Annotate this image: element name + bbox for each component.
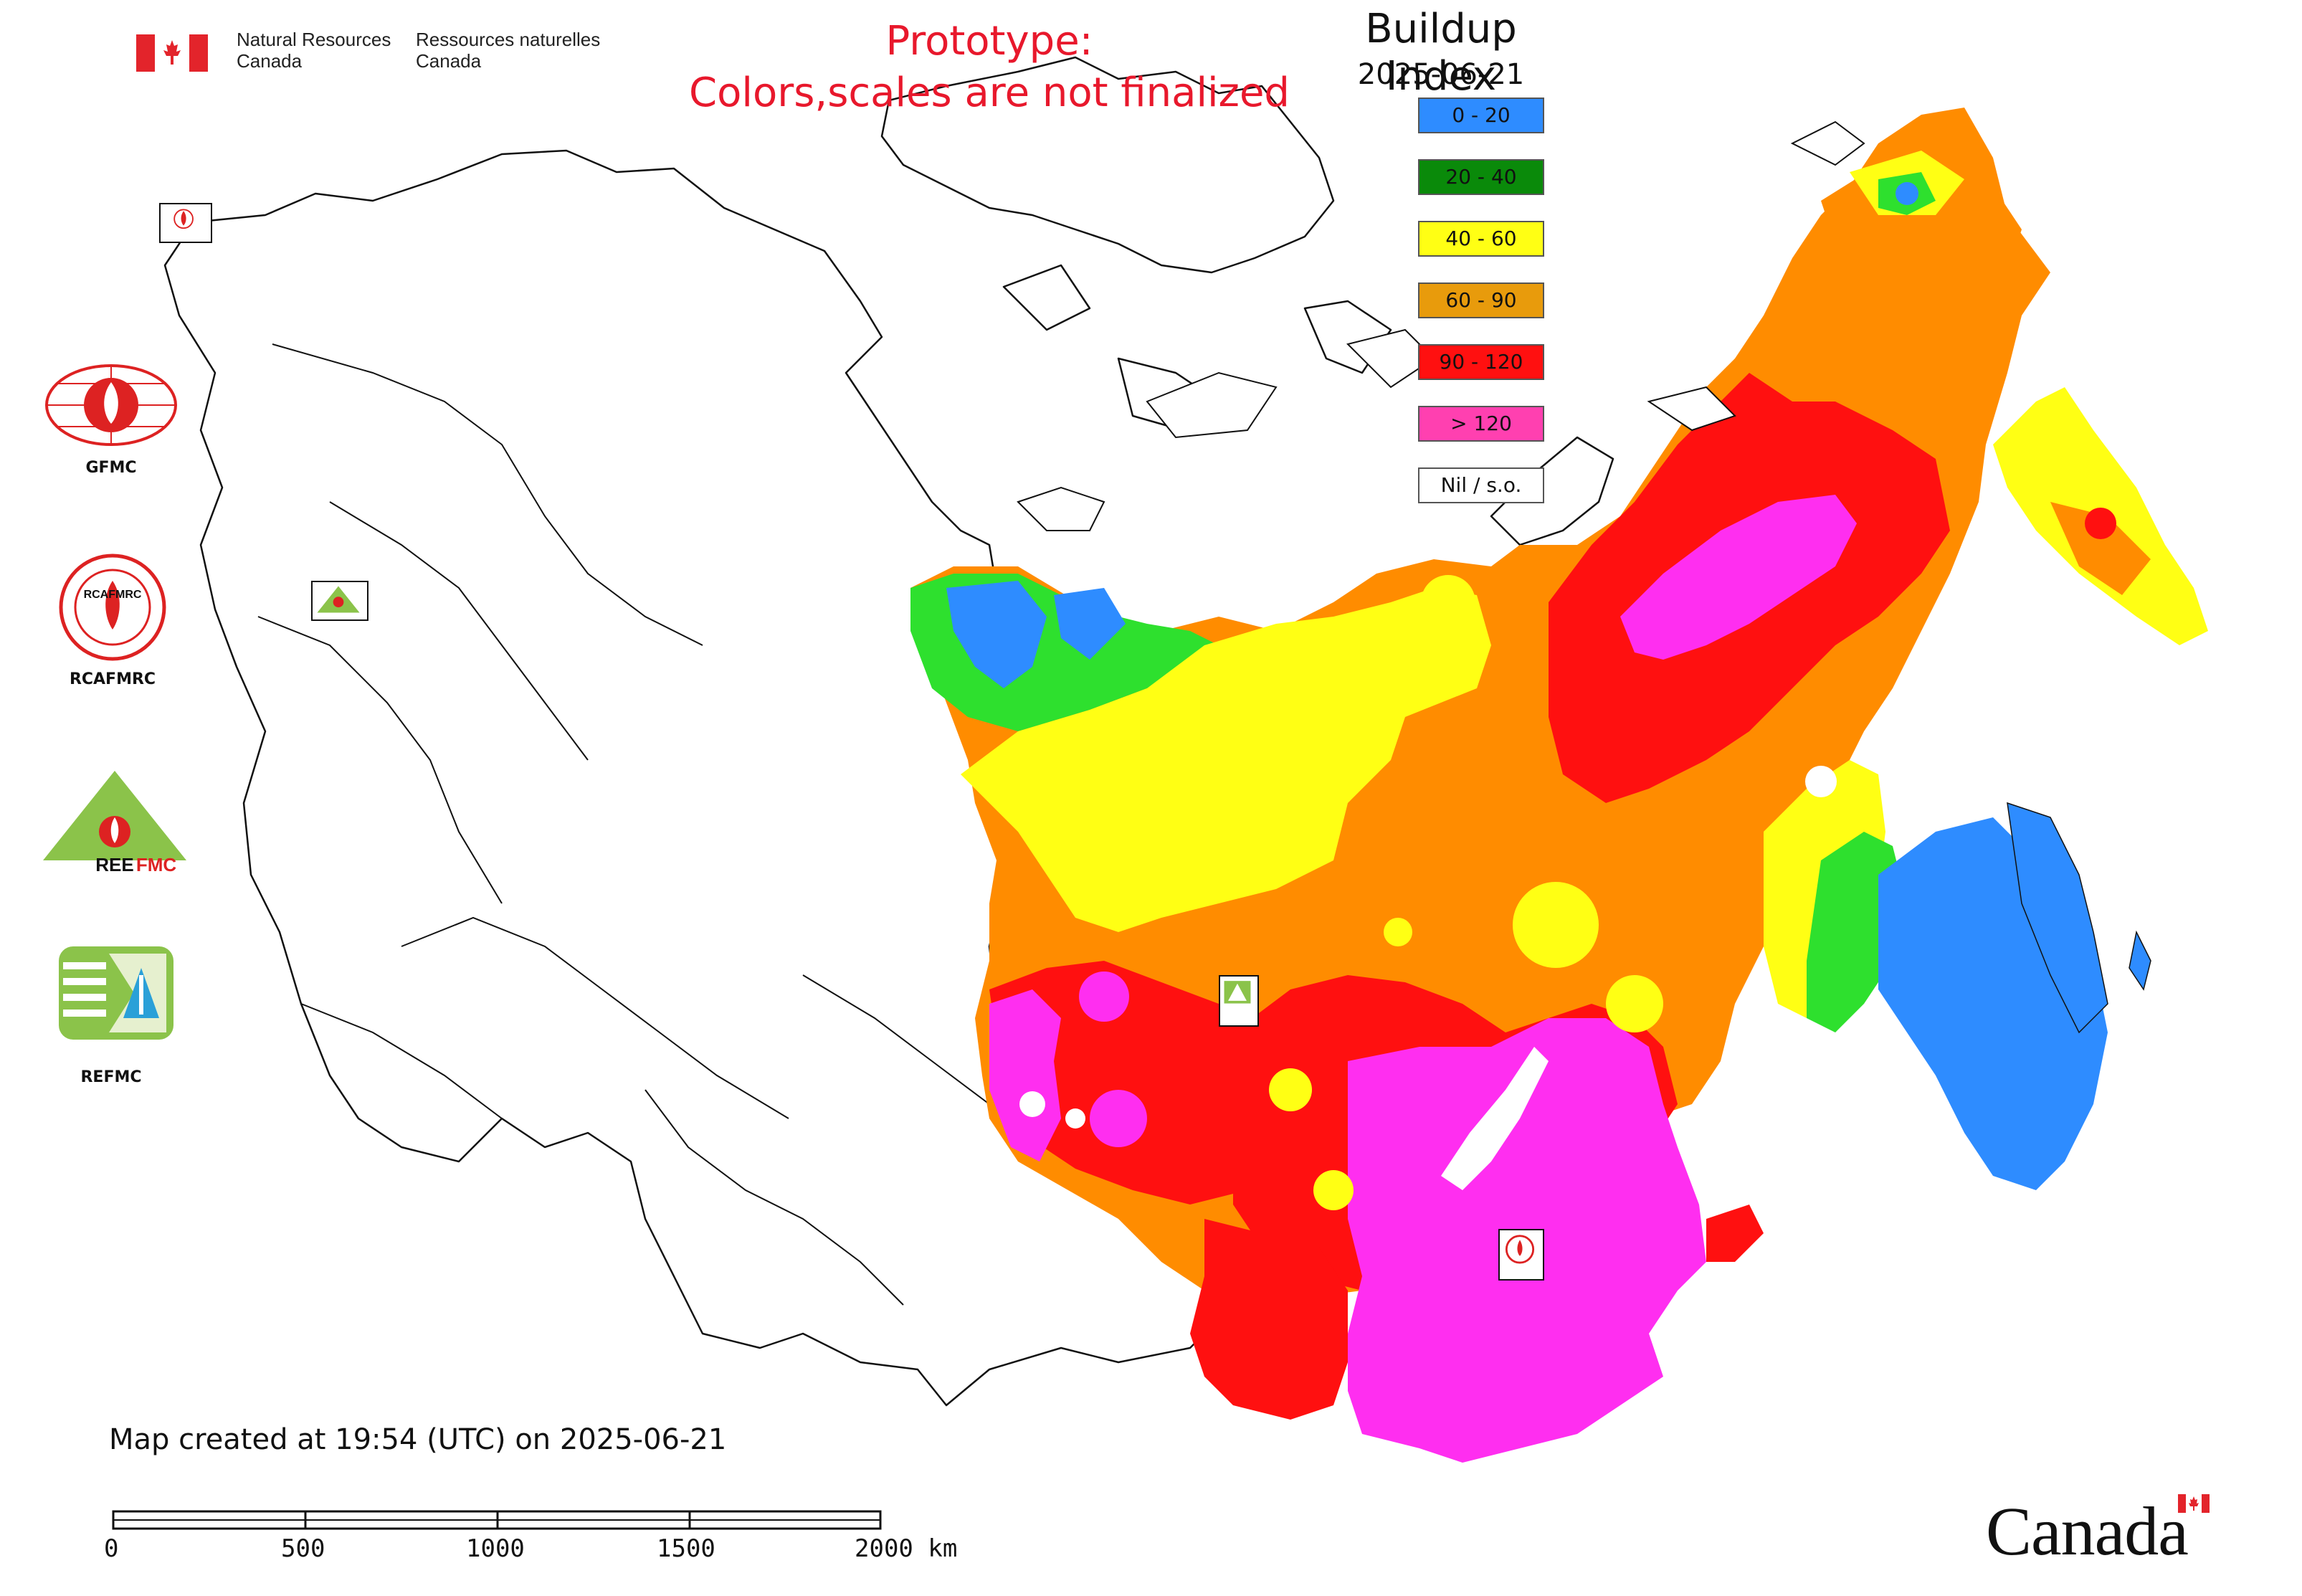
scale-label-2000: 2000 km (855, 1534, 958, 1563)
prototype-notice: Prototype: Colors,scales are not finaliz… (689, 18, 1290, 116)
region-magenta-yakutia (1620, 495, 1857, 660)
legend-item: 0 - 20 (1418, 98, 1544, 133)
region-yellow-west (961, 588, 1491, 932)
svg-text:RCAFMRC: RCAFMRC (84, 589, 142, 601)
legend-item: Nil / s.o. (1418, 467, 1544, 503)
rcafmrc-small-logo (1498, 1229, 1544, 1281)
buildup-index-regions (910, 108, 2208, 1463)
refmc-logo (59, 946, 173, 1040)
legend-item: 60 - 90 (1418, 282, 1544, 318)
canada-flag-icon (2178, 1494, 2210, 1513)
canada-wordmark: Canada (1986, 1491, 2230, 1570)
gfmc-logo (43, 362, 179, 448)
lake-baikal (1441, 1047, 1549, 1190)
scale-bar (112, 1510, 882, 1530)
gfmc-caption: GFMC (85, 459, 137, 477)
country-outlines (163, 56, 1614, 1407)
agency-name-fr: Ressources naturelles Canada (416, 29, 601, 72)
map-created-note: Map created at 19:54 (UTC) on 2025-06-21 (109, 1423, 727, 1456)
refmc-small-logo (1219, 975, 1259, 1027)
islands-east (2007, 802, 2151, 1034)
region-blue-nw (946, 581, 1047, 688)
scale-label-1500: 1500 (657, 1534, 715, 1563)
nrcan-signature: Natural Resources Canada Ressources natur… (136, 29, 602, 79)
internal-borders (257, 343, 990, 1306)
legend-title: Buildup Index (1365, 6, 1517, 100)
scale-label-500: 500 (281, 1534, 325, 1563)
reefmc-logo: REE FMC (36, 767, 194, 875)
region-magenta-sw (989, 989, 1061, 1162)
legend-item: 40 - 60 (1418, 221, 1544, 257)
svg-text:REE: REE (95, 854, 133, 875)
canada-flag-icon (136, 34, 208, 72)
legend-item: 20 - 40 (1418, 159, 1544, 195)
gfmc-small-logo (159, 203, 212, 243)
rcafmrc-logo: RCAFMRC (57, 552, 168, 663)
legend-date: 2025-06-21 (1357, 58, 1525, 91)
legend-item: 90 - 120 (1418, 344, 1544, 380)
rcafmrc-caption: RCAFMRC (69, 670, 156, 688)
reefmc-small-logo (311, 581, 368, 621)
scale-label-1000: 1000 (466, 1534, 525, 1563)
region-red-southwest (1190, 1219, 1348, 1420)
scale-label-0: 0 (104, 1534, 119, 1563)
refmc-caption: REFMC (80, 1068, 142, 1086)
agency-name-en: Natural Resources Canada (237, 29, 391, 72)
legend-item: > 120 (1418, 406, 1544, 442)
svg-text:FMC: FMC (136, 854, 177, 875)
arctic-islands (1017, 120, 1865, 531)
